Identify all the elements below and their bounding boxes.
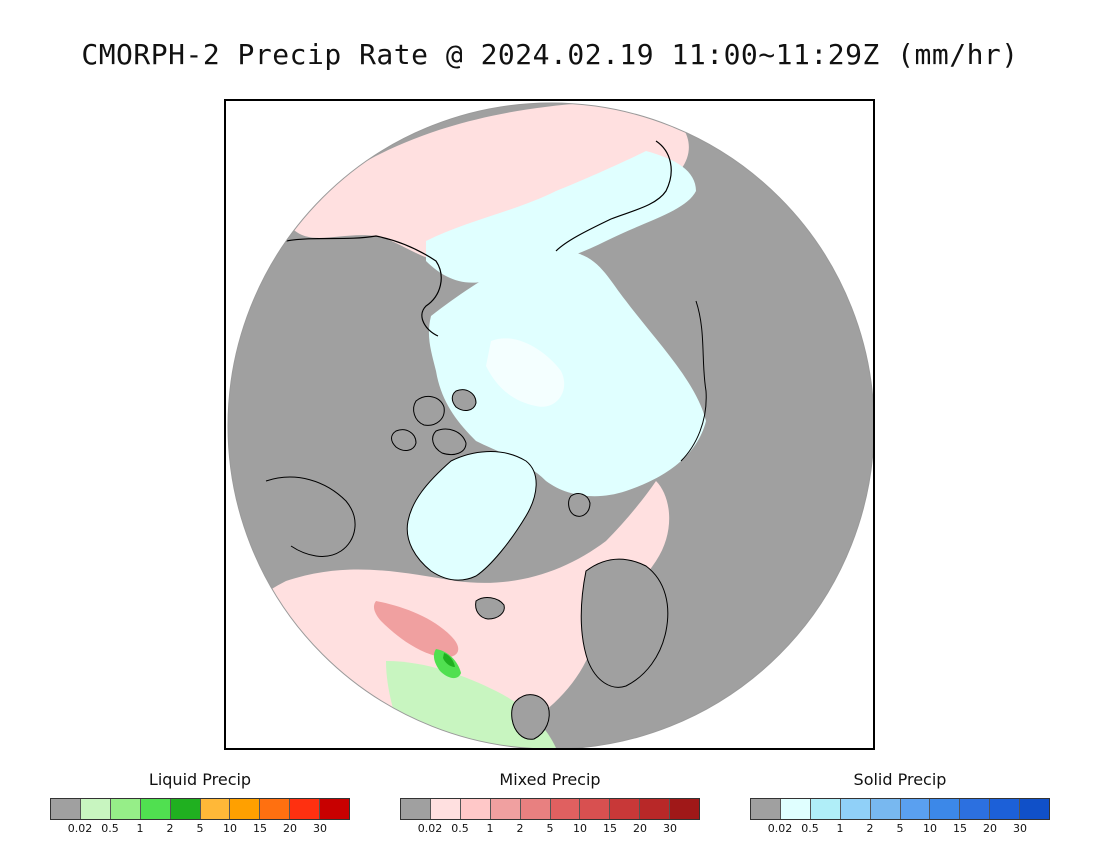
- legend-tick: 30: [1013, 822, 1027, 835]
- legend-swatch: [51, 799, 81, 819]
- eurasia-arctic-coastline: [680, 300, 707, 462]
- solid-precip-arctic: [428, 250, 706, 497]
- legend-swatch: [490, 799, 521, 819]
- legend-swatch: [140, 799, 171, 819]
- legend-mixed-ticks: 0.02 0.5 1 2 5 10 15 20 30: [400, 820, 700, 836]
- legend-tick: 1: [486, 822, 494, 835]
- legend-swatch: [1020, 799, 1050, 819]
- legend-tick: 2: [166, 822, 174, 835]
- legend-swatch: [170, 799, 201, 819]
- map-title: CMORPH-2 Precip Rate @ 2024.02.19 11:00~…: [81, 38, 1019, 71]
- legend-swatch: [780, 799, 811, 819]
- greenland-solid-precip: [406, 451, 537, 581]
- legend-swatch: [840, 799, 871, 819]
- legend-tick: 15: [953, 822, 967, 835]
- iceland: [475, 597, 505, 620]
- legend-swatch: [460, 799, 491, 819]
- legend-tick: 0.02: [67, 822, 93, 835]
- legend-liquid-title: Liquid Precip: [148, 770, 252, 789]
- legend-swatch: [110, 799, 141, 819]
- legend-mixed-bar: [400, 798, 700, 820]
- liquid-precip-strong: [443, 653, 455, 667]
- legend-solid-ticks: 0.02 0.5 1 2 5 10 15 20 30: [750, 820, 1050, 836]
- legend-tick: 0.5: [451, 822, 469, 835]
- legend-tick: 2: [516, 822, 524, 835]
- legend-swatch: [810, 799, 841, 819]
- legend-tick: 1: [136, 822, 144, 835]
- mixed-precip-pacific: [286, 103, 689, 263]
- legend-tick: 0.5: [101, 822, 119, 835]
- siberia-coastline: [555, 140, 672, 252]
- map-disc-outline: [227, 102, 873, 748]
- canadian-archipelago: [391, 389, 477, 456]
- legend-swatch: [520, 799, 551, 819]
- legend-solid-bar: [750, 798, 1050, 820]
- solid-precip-central: [486, 338, 565, 407]
- legend-tick: 20: [283, 822, 297, 835]
- legend-tick: 0.5: [801, 822, 819, 835]
- legend-tick: 0.02: [767, 822, 793, 835]
- polar-map-canvas: [227, 102, 873, 748]
- legend-tick: 2: [866, 822, 874, 835]
- legend-swatch: [670, 799, 700, 819]
- legend-mixed-title: Mixed Precip: [499, 770, 601, 789]
- legend-swatch: [80, 799, 111, 819]
- legend-tick: 1: [836, 822, 844, 835]
- legend-swatch: [930, 799, 961, 819]
- legend-swatch: [751, 799, 781, 819]
- legend-swatch: [200, 799, 231, 819]
- legend-swatch: [640, 799, 671, 819]
- svalbard: [568, 493, 591, 517]
- legend-liquid: Liquid Precip 0.02 0.5 1 2 5 10 15 20 30: [50, 770, 350, 836]
- legend-swatch: [610, 799, 641, 819]
- legend-tick: 10: [923, 822, 937, 835]
- legend-tick: 20: [633, 822, 647, 835]
- legend-swatch: [320, 799, 350, 819]
- scandinavia: [580, 558, 669, 688]
- legend-swatch: [290, 799, 321, 819]
- legend-tick: 5: [546, 822, 554, 835]
- legend-tick: 10: [223, 822, 237, 835]
- legend-swatch: [260, 799, 291, 819]
- legend-swatch: [230, 799, 261, 819]
- legend-tick: 20: [983, 822, 997, 835]
- legend-swatch: [960, 799, 991, 819]
- legend-swatch: [430, 799, 461, 819]
- legend-mixed: Mixed Precip 0.02 0.5 1 2 5 10 15 20 30: [400, 770, 700, 836]
- alaska-coastline: [285, 235, 442, 337]
- legend-tick: 5: [196, 822, 204, 835]
- polar-map: [224, 99, 875, 750]
- british-isles: [511, 694, 550, 740]
- mixed-precip-band: [373, 601, 459, 658]
- legend-tick: 15: [253, 822, 267, 835]
- solid-precip-bering: [426, 151, 696, 283]
- legend-swatch: [990, 799, 1021, 819]
- legend-solid: Solid Precip 0.02 0.5 1 2 5 10 15 20 30: [750, 770, 1050, 836]
- legend-tick: 30: [663, 822, 677, 835]
- hudson-bay-coastline: [265, 476, 356, 557]
- legend-tick: 10: [573, 822, 587, 835]
- legend-swatch: [900, 799, 931, 819]
- legend-solid-title: Solid Precip: [853, 770, 947, 789]
- legend-swatch: [580, 799, 611, 819]
- legend-liquid-bar: [50, 798, 350, 820]
- legend-tick: 5: [896, 822, 904, 835]
- legend-tick: 30: [313, 822, 327, 835]
- legend-swatch: [401, 799, 431, 819]
- legend-tick: 0.02: [417, 822, 443, 835]
- legend-tick: 15: [603, 822, 617, 835]
- legend-liquid-ticks: 0.02 0.5 1 2 5 10 15 20 30: [50, 820, 350, 836]
- legend-swatch: [870, 799, 901, 819]
- legend-swatch: [550, 799, 581, 819]
